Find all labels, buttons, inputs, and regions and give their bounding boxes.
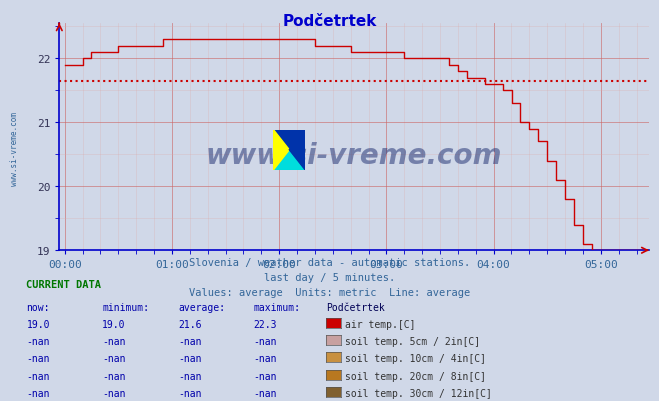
Text: Slovenia / weather data - automatic stations.: Slovenia / weather data - automatic stat… bbox=[189, 258, 470, 267]
Polygon shape bbox=[273, 130, 305, 170]
Text: -nan: -nan bbox=[254, 388, 277, 398]
Bar bbox=[289, 130, 305, 170]
Polygon shape bbox=[273, 150, 305, 170]
Text: 22.3: 22.3 bbox=[254, 319, 277, 329]
Text: now:: now: bbox=[26, 302, 50, 312]
Text: www.si-vreme.com: www.si-vreme.com bbox=[206, 142, 502, 170]
Text: Podčetrtek: Podčetrtek bbox=[326, 302, 385, 312]
Text: air temp.[C]: air temp.[C] bbox=[345, 319, 415, 329]
Text: -nan: -nan bbox=[26, 336, 50, 346]
Text: -nan: -nan bbox=[254, 354, 277, 363]
Text: Values: average  Units: metric  Line: average: Values: average Units: metric Line: aver… bbox=[189, 288, 470, 297]
Text: soil temp. 20cm / 8in[C]: soil temp. 20cm / 8in[C] bbox=[345, 371, 486, 381]
Text: 21.6: 21.6 bbox=[178, 319, 202, 329]
Text: -nan: -nan bbox=[102, 354, 126, 363]
Text: minimum:: minimum: bbox=[102, 302, 149, 312]
Text: -nan: -nan bbox=[102, 336, 126, 346]
Text: -nan: -nan bbox=[178, 371, 202, 381]
Text: -nan: -nan bbox=[178, 388, 202, 398]
Text: soil temp. 5cm / 2in[C]: soil temp. 5cm / 2in[C] bbox=[345, 336, 480, 346]
Text: soil temp. 10cm / 4in[C]: soil temp. 10cm / 4in[C] bbox=[345, 354, 486, 363]
Text: -nan: -nan bbox=[178, 336, 202, 346]
Polygon shape bbox=[289, 130, 305, 170]
Text: www.si-vreme.com: www.si-vreme.com bbox=[10, 111, 19, 185]
Polygon shape bbox=[273, 130, 305, 170]
Text: -nan: -nan bbox=[254, 336, 277, 346]
Text: -nan: -nan bbox=[26, 354, 50, 363]
Text: -nan: -nan bbox=[102, 371, 126, 381]
Text: average:: average: bbox=[178, 302, 225, 312]
Polygon shape bbox=[273, 130, 289, 170]
Text: -nan: -nan bbox=[254, 371, 277, 381]
Text: -nan: -nan bbox=[26, 371, 50, 381]
Bar bbox=[273, 130, 289, 170]
Text: -nan: -nan bbox=[178, 354, 202, 363]
Text: 19.0: 19.0 bbox=[102, 319, 126, 329]
Text: -nan: -nan bbox=[26, 388, 50, 398]
Text: maximum:: maximum: bbox=[254, 302, 301, 312]
Text: -nan: -nan bbox=[102, 388, 126, 398]
Text: CURRENT DATA: CURRENT DATA bbox=[26, 279, 101, 290]
Text: last day / 5 minutes.: last day / 5 minutes. bbox=[264, 273, 395, 282]
Text: soil temp. 30cm / 12in[C]: soil temp. 30cm / 12in[C] bbox=[345, 388, 492, 398]
Text: 19.0: 19.0 bbox=[26, 319, 50, 329]
Text: Podčetrtek: Podčetrtek bbox=[282, 14, 377, 29]
